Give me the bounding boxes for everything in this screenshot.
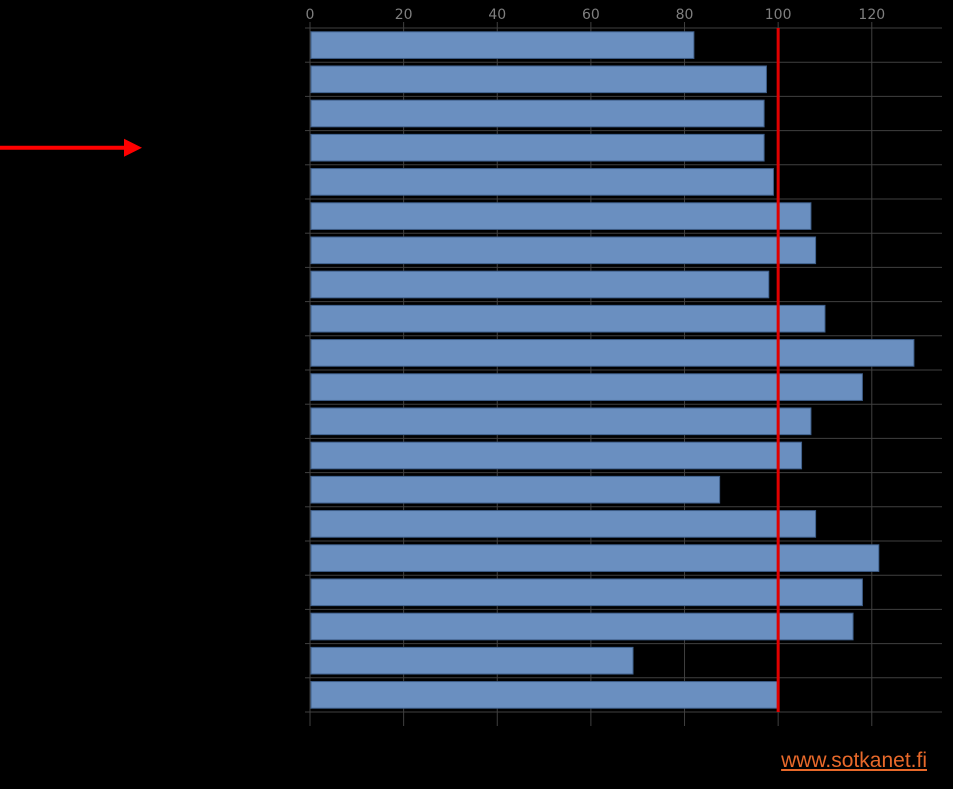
x-tick-label: 120 xyxy=(858,7,885,23)
bar xyxy=(310,510,817,538)
bar xyxy=(310,133,765,162)
bar xyxy=(310,339,915,367)
bar xyxy=(310,373,863,401)
bar xyxy=(310,304,826,333)
bar xyxy=(310,544,880,572)
highlight-arrow-head xyxy=(124,138,142,157)
bar xyxy=(310,202,812,230)
bar xyxy=(310,578,863,607)
x-tick-label: 80 xyxy=(676,7,694,23)
bar xyxy=(310,681,779,709)
bar xyxy=(310,441,803,470)
source-link[interactable]: www.sotkanet.fi xyxy=(781,749,927,772)
bars xyxy=(310,31,915,709)
bar xyxy=(310,612,854,641)
bar xyxy=(310,475,721,504)
x-tick-label: 40 xyxy=(488,7,506,23)
x-tick-label: 20 xyxy=(395,7,413,23)
highlight-arrow-group xyxy=(0,138,142,157)
gridlines xyxy=(310,27,942,713)
bar xyxy=(310,270,770,299)
bar xyxy=(310,407,812,436)
x-tick-label: 100 xyxy=(765,7,792,23)
axes: 0 20 40 60 80 100 120 xyxy=(305,7,942,726)
bar xyxy=(310,168,774,196)
x-tick-label: 0 xyxy=(306,7,315,23)
bar xyxy=(310,31,695,59)
bar xyxy=(310,65,767,94)
bar xyxy=(310,236,817,265)
bar xyxy=(310,646,634,675)
bar xyxy=(310,99,765,128)
x-tick-label: 60 xyxy=(582,7,600,23)
